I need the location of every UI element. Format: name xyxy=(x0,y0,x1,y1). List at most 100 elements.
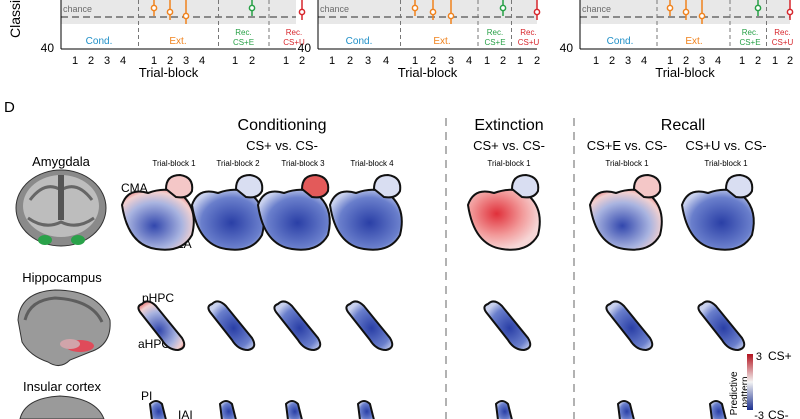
insula-map xyxy=(708,400,727,419)
amygdala-map xyxy=(588,173,663,251)
data-point xyxy=(166,8,174,16)
colorbar-title-line2: pattern xyxy=(740,376,751,407)
label-iai: IAI xyxy=(178,408,193,419)
x-tick-label: 1 xyxy=(667,55,673,67)
cma-outline xyxy=(632,173,662,199)
x-tick-label: 1 xyxy=(151,55,157,67)
insula-outline xyxy=(218,400,237,419)
x-tick-label: 2 xyxy=(534,55,540,67)
hippocampus-outline xyxy=(605,300,654,352)
colorbar-bottom-class: CS- xyxy=(768,408,789,419)
hippocampus-outline xyxy=(345,300,394,352)
phase-label-rec_e: CS+E xyxy=(233,38,254,47)
bla-outline xyxy=(680,188,755,251)
colorbar: Predictive pattern 3 -3 CS+ CS- xyxy=(729,349,792,419)
data-point xyxy=(666,4,674,12)
trial-block-label: Trial-block 3 xyxy=(281,159,325,168)
pattern-fill xyxy=(122,189,194,250)
phase-label-rec_u: CS+U xyxy=(283,38,305,47)
x-tick-label: 2 xyxy=(299,55,305,67)
data-point xyxy=(786,8,794,16)
pattern-fill xyxy=(330,189,402,250)
x-tick-label: 1 xyxy=(283,55,289,67)
trial-block-labels: Trial-block 1 Trial-block 2 Trial-block 3 T… xyxy=(152,159,748,168)
chance-label: chance xyxy=(320,4,349,14)
header-recall: Recall xyxy=(661,117,705,134)
x-tick-label: 1 xyxy=(739,55,745,67)
colorbar-top-class: CS+ xyxy=(768,349,792,363)
trial-block-label: Trial-block 4 xyxy=(350,159,394,168)
x-tick-label: 2 xyxy=(683,55,689,67)
header-extinction: Extinction xyxy=(474,117,543,134)
predictive-pattern-maps xyxy=(120,173,755,419)
x-axis-label: Trial-block xyxy=(398,65,458,80)
phase-label-rec_e: Rec. xyxy=(487,28,503,37)
x-tick-label: 4 xyxy=(715,55,721,67)
contrast-extinction: CS+ vs. CS- xyxy=(473,138,545,153)
bla-outline xyxy=(588,188,663,251)
hippocampus-outline xyxy=(207,300,256,352)
pattern-fill xyxy=(590,189,662,250)
bla-outline xyxy=(328,188,403,251)
phase-label-rec_e: Rec. xyxy=(742,28,758,37)
brain-thumbnail-coronal xyxy=(15,169,107,247)
bla-outline xyxy=(466,188,541,251)
hippocampus-outline xyxy=(483,300,532,352)
insula-map xyxy=(284,400,303,419)
x-tick-label: 4 xyxy=(641,55,647,67)
panel-letter: D xyxy=(4,99,15,116)
insula-map xyxy=(148,400,167,419)
data-point xyxy=(447,12,455,20)
amygdala-map xyxy=(680,173,755,251)
data-point xyxy=(411,4,419,12)
hippocampus-map xyxy=(137,300,186,352)
x-axis-label: Trial-block xyxy=(139,65,199,80)
brain-thumbnail-sagittal xyxy=(17,289,111,366)
chance-label: chance xyxy=(63,4,92,14)
insula-map xyxy=(356,400,375,419)
hippocampus-outline xyxy=(273,300,322,352)
hippocampus-outline xyxy=(137,300,186,352)
x-tick-label: 3 xyxy=(104,55,110,67)
x-tick-label: 4 xyxy=(199,55,205,67)
insula-map xyxy=(494,400,513,419)
trial-block-label: Trial-block 1 xyxy=(487,159,531,168)
hippocampus-map xyxy=(697,300,746,352)
data-point xyxy=(499,4,507,12)
phase-label-cond: Cond. xyxy=(346,36,373,47)
colorbar-gradient xyxy=(747,354,753,410)
phase-label-ext: Ext. xyxy=(685,36,702,47)
colorbar-max: 3 xyxy=(756,351,762,363)
cma-outline xyxy=(510,173,540,199)
phase-label-rec_u: Rec. xyxy=(520,28,536,37)
insula-outline xyxy=(494,400,513,419)
insula-outline xyxy=(356,400,375,419)
x-tick-label: 2 xyxy=(755,55,761,67)
label-pi: PI xyxy=(141,389,152,403)
x-tick-label: 3 xyxy=(448,55,454,67)
header-conditioning: Conditioning xyxy=(238,117,327,134)
x-tick-label: 1 xyxy=(593,55,599,67)
phase-label-rec_e: Rec. xyxy=(235,28,251,37)
x-tick-label: 2 xyxy=(609,55,615,67)
region-label-hippocampus: Hippocampus xyxy=(22,270,102,285)
hippocampus-outline xyxy=(697,300,746,352)
chance-band xyxy=(61,0,296,24)
x-tick-label: 1 xyxy=(412,55,418,67)
x-tick-label: 1 xyxy=(232,55,238,67)
amygdala-map xyxy=(256,173,331,251)
colorbar-title: Predictive pattern xyxy=(729,369,751,416)
hippocampus-map xyxy=(273,300,322,352)
pattern-fill xyxy=(192,189,264,250)
data-point xyxy=(248,4,256,12)
data-point xyxy=(754,4,762,12)
region-label-amygdala: Amygdala xyxy=(32,154,91,169)
x-tick-label: 1 xyxy=(517,55,523,67)
phase-label-rec_u: CS+U xyxy=(772,38,794,47)
data-point xyxy=(533,8,541,16)
amygdala-map xyxy=(466,173,541,251)
hippocampus-map xyxy=(207,300,256,352)
x-tick-label: 3 xyxy=(183,55,189,67)
